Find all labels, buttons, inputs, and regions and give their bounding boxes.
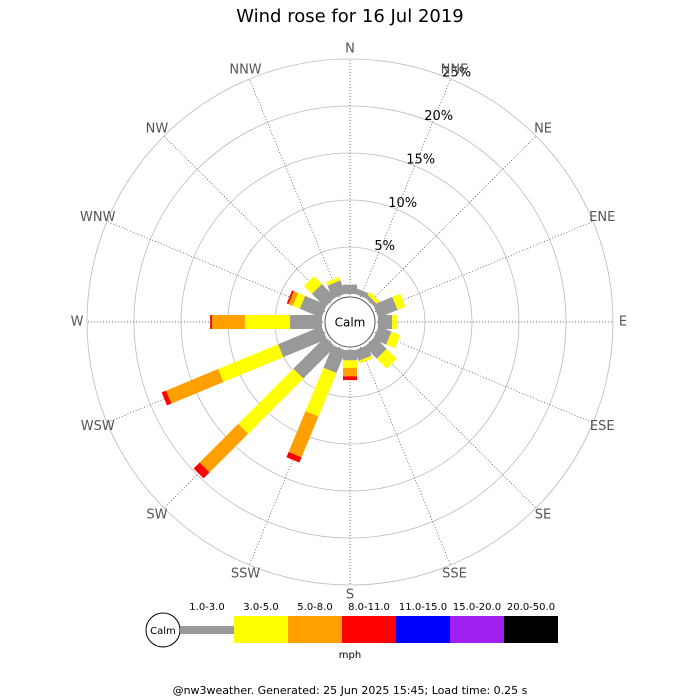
bar-segment xyxy=(286,290,294,305)
bar-segment xyxy=(166,369,224,404)
bar-segment xyxy=(343,367,357,377)
direction-label: SSW xyxy=(231,567,261,582)
bar-segment xyxy=(392,293,406,310)
legend-label: 1.0-3.0 xyxy=(189,602,224,613)
calm-label: Calm xyxy=(335,316,366,330)
legend-swatch xyxy=(288,616,342,643)
bars xyxy=(161,275,406,479)
bar-segment xyxy=(354,288,370,299)
bar-segment xyxy=(354,345,372,361)
direction-label: SE xyxy=(535,508,551,523)
spoke xyxy=(349,78,451,323)
bar-segment xyxy=(288,411,319,458)
bar-segment xyxy=(327,280,346,299)
bar-segment xyxy=(238,368,304,434)
bar-segment xyxy=(343,376,357,381)
bar-segment xyxy=(193,462,210,479)
bar-segment xyxy=(386,331,401,349)
spoke xyxy=(106,321,351,423)
bar-segment xyxy=(343,350,357,361)
r-tick-label: 15% xyxy=(406,152,435,167)
direction-label: WSW xyxy=(81,419,115,434)
direction-label: WNW xyxy=(80,210,116,225)
legend: Calm mph 1.0-3.0 3.0-5.0 5.0-8.0 8.0-11.0 11… xyxy=(145,602,558,661)
direction-label: SW xyxy=(146,508,167,523)
direction-label: ESE xyxy=(590,419,615,434)
bar-segment xyxy=(343,360,357,368)
bar-segment xyxy=(293,336,336,379)
bar-segment xyxy=(364,336,387,359)
spoke xyxy=(349,221,594,323)
unit-label: mph xyxy=(339,650,361,661)
legend-label: 8.0-11.0 xyxy=(348,602,390,613)
legend-swatch xyxy=(342,616,396,643)
bar-segment xyxy=(305,367,337,417)
chart-title: Wind rose for 16 Jul 2019 xyxy=(236,6,464,27)
bar-segment xyxy=(325,276,341,286)
direction-label: NNE xyxy=(441,62,469,77)
spoke xyxy=(163,135,351,323)
direction-label: E xyxy=(619,315,627,330)
r-tick-label: 20% xyxy=(424,109,453,124)
direction-label: N xyxy=(345,42,355,57)
legend-swatch xyxy=(504,616,558,643)
spoke xyxy=(163,321,351,509)
bar-segment xyxy=(244,315,291,329)
legend-label: 3.0-5.0 xyxy=(243,602,278,613)
bar-segment xyxy=(303,275,322,294)
legend-swatch xyxy=(396,616,450,643)
bar-segment xyxy=(392,315,397,329)
bar-segment xyxy=(278,326,327,358)
bar-segment xyxy=(161,390,172,406)
bar-segment xyxy=(288,291,299,306)
legend-swatch xyxy=(450,616,504,643)
grid: 5% 10% 15% 20% 25% N NNE NE ENE E ESE SE SSE S SSW SW WS… xyxy=(71,42,628,603)
bar-segment xyxy=(323,345,346,374)
bar-segment xyxy=(311,283,336,308)
bar-segment xyxy=(218,344,284,382)
bar-segment xyxy=(376,348,397,369)
calm-circle xyxy=(324,296,376,348)
bar-segment xyxy=(290,315,322,329)
legend-label: 5.0-8.0 xyxy=(297,602,332,613)
bar-segment xyxy=(299,295,327,318)
bar-segment xyxy=(212,315,245,329)
direction-label: SSE xyxy=(442,567,467,582)
direction-label: S xyxy=(346,588,354,603)
spoke xyxy=(349,135,537,323)
spoke xyxy=(249,78,351,323)
bar-segment xyxy=(358,355,373,364)
direction-label: ENE xyxy=(589,210,615,225)
direction-label: NNW xyxy=(229,62,261,77)
legend-swatch xyxy=(234,616,288,643)
bar-segment xyxy=(286,452,302,463)
spoke xyxy=(349,321,451,566)
r-tick-label: 25% xyxy=(442,66,471,81)
bar-segment xyxy=(367,291,381,305)
footer: @nw3weather. Generated: 25 Jun 2025 15:4… xyxy=(173,684,528,697)
grid-ring xyxy=(86,58,614,586)
r-tick-label: 5% xyxy=(374,239,395,254)
bar-segment xyxy=(292,292,306,309)
bar-segment xyxy=(373,296,398,318)
spoke xyxy=(249,321,351,566)
direction-label: W xyxy=(71,315,84,330)
spoke xyxy=(349,321,594,423)
bar-segment xyxy=(343,284,357,294)
direction-label: NW xyxy=(146,121,169,136)
legend-swatch xyxy=(180,626,234,634)
legend-calm-label: Calm xyxy=(150,626,176,637)
direction-label: NE xyxy=(534,121,552,136)
legend-label: 15.0-20.0 xyxy=(453,602,501,613)
legend-label: 20.0-50.0 xyxy=(507,602,555,613)
bar-segment xyxy=(378,315,393,329)
spoke xyxy=(106,221,351,323)
legend-label: 11.0-15.0 xyxy=(399,602,447,613)
spoke xyxy=(349,321,537,509)
bar-segment xyxy=(210,315,213,329)
bar-segment xyxy=(364,294,378,308)
r-tick-label: 10% xyxy=(388,196,417,211)
bar-segment xyxy=(199,423,249,473)
